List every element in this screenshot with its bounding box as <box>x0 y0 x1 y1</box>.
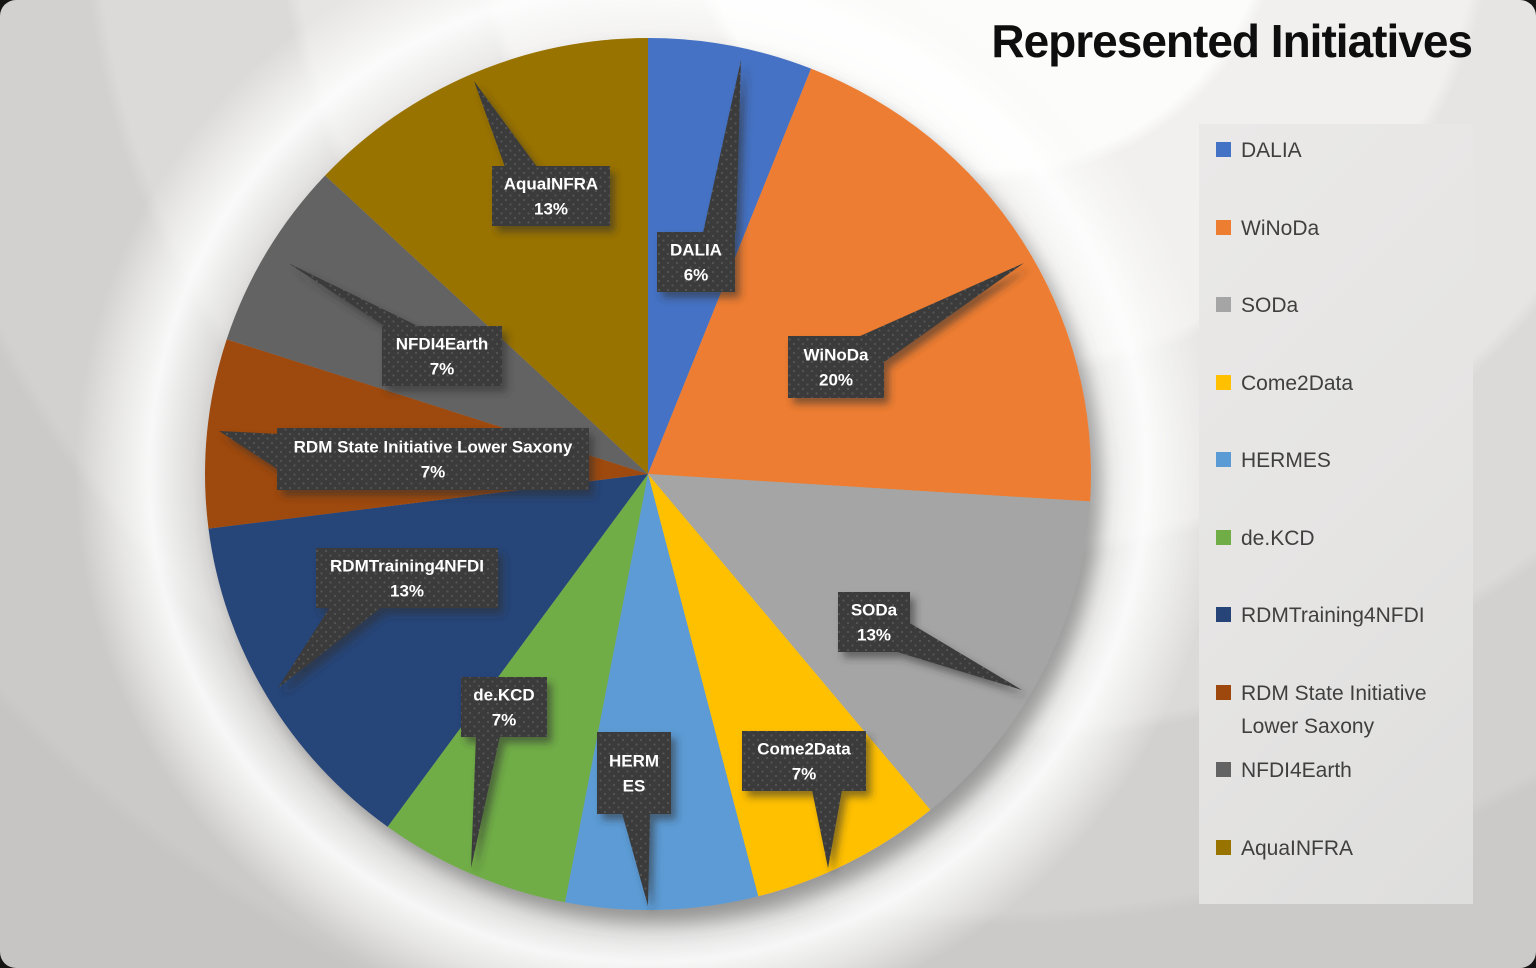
label-text-aquainfra-line1: AquaINFRA <box>504 175 598 194</box>
label-text-rdm-state-initiative-lower-saxony-line2: 7% <box>421 463 446 482</box>
label-tail-rdmtraining4nfdi <box>278 607 382 688</box>
legend-item-aquainfra[interactable]: AquaINFRA <box>1216 832 1456 865</box>
legend-item-come2data[interactable]: Come2Data <box>1216 367 1456 400</box>
legend-swatch-icon <box>1216 297 1231 312</box>
pie-slice-winoda[interactable] <box>648 68 1091 502</box>
label-tail-dalia <box>703 60 741 233</box>
legend-item-rdmtraining4nfdi[interactable]: RDMTraining4NFDI <box>1216 599 1456 632</box>
data-label-nfdi4earth[interactable]: NFDI4Earth 7% <box>288 263 502 386</box>
data-label-rdmtraining4nfdi[interactable]: RDMTraining4NFDI 13% <box>278 548 498 688</box>
data-label-rdm-state-initiative-lower-saxony[interactable]: RDM State Initiative Lower Saxony 7% <box>219 428 589 490</box>
label-text-hermes-line1: HERM <box>609 752 659 771</box>
data-label-dalia[interactable]: DALIA 6% <box>657 60 741 292</box>
label-box-nfdi4earth <box>382 326 502 386</box>
label-text-nfdi4earth-line2: 7% <box>430 360 455 379</box>
legend-item-de-kcd[interactable]: de.KCD <box>1216 522 1456 555</box>
pie-slice-nfdi4earth[interactable] <box>226 175 648 475</box>
legend-swatch-icon <box>1216 452 1231 467</box>
label-text-winoda-line2: 20% <box>819 371 853 390</box>
label-tail-winoda <box>858 263 1024 362</box>
legend-label: RDM State Initiative Lower Saxony <box>1241 681 1427 738</box>
legend-swatch-icon <box>1216 607 1231 622</box>
legend-item-dalia[interactable]: DALIA <box>1216 134 1456 167</box>
label-tail-de-kcd <box>471 736 500 868</box>
legend-label: SODa <box>1241 294 1299 317</box>
legend-label: NFDI4Earth <box>1241 759 1352 782</box>
legend-label: Come2Data <box>1241 371 1354 395</box>
label-box-aquainfra <box>492 166 610 226</box>
legend-swatch-icon <box>1216 219 1231 235</box>
legend-label: AquaINFRA <box>1241 836 1354 860</box>
label-box-winoda <box>788 336 884 398</box>
data-label-de-kcd[interactable]: de.KCD 7% <box>461 677 547 868</box>
label-tail-nfdi4earth <box>288 263 420 327</box>
legend-item-winoda[interactable]: WiNoDa <box>1216 212 1456 245</box>
legend-item-nfdi4earth[interactable]: NFDI4Earth <box>1216 754 1456 787</box>
label-tail-come2data <box>812 790 842 868</box>
label-tail-aquainfra <box>474 81 537 167</box>
label-text-dalia-line2: 6% <box>684 266 709 285</box>
label-text-rdm-state-initiative-lower-saxony-line1: RDM State Initiative Lower Saxony <box>294 438 573 457</box>
legend-swatch-icon <box>1216 529 1231 545</box>
label-text-de-kcd-line1: de.KCD <box>473 686 534 705</box>
legend-item-hermes[interactable]: HERMES <box>1216 444 1456 477</box>
label-text-soda-line2: 13% <box>857 626 891 645</box>
label-text-dalia-line1: DALIA <box>670 241 722 260</box>
legend-item-soda[interactable]: SODa <box>1216 289 1456 322</box>
legend-label: WiNoDa <box>1241 216 1320 240</box>
label-text-come2data-line1: Come2Data <box>757 740 851 759</box>
data-label-winoda[interactable]: WiNoDa 20% <box>788 263 1024 398</box>
legend-item-rdm-state-initiative-lower-saxony[interactable]: RDM State Initiative Lower Saxony <box>1216 677 1456 743</box>
legend-swatch-icon <box>1216 839 1231 855</box>
data-labels: DALIA 6% WiNoDa 20% SODa 13% Come2Data 7% HERM ES… <box>219 60 1024 906</box>
label-text-hermes-line2: ES <box>623 777 646 796</box>
legend-swatch-icon <box>1216 762 1231 777</box>
legend-label: DALIA <box>1241 139 1302 162</box>
data-label-soda[interactable]: SODa 13% <box>838 592 1022 690</box>
label-text-nfdi4earth-line1: NFDI4Earth <box>396 335 489 354</box>
legend-swatch-icon <box>1216 684 1231 700</box>
label-tail-soda <box>894 622 1022 690</box>
legend-label: de.KCD <box>1241 526 1315 550</box>
data-label-aquainfra[interactable]: AquaINFRA 13% <box>474 81 610 226</box>
label-text-de-kcd-line2: 7% <box>492 711 517 730</box>
label-box-rdm-state-initiative-lower-saxony <box>277 428 589 490</box>
label-tail-hermes <box>622 813 650 906</box>
label-box-soda <box>838 592 910 652</box>
chart-title: Represented Initiatives <box>991 15 1473 67</box>
legend-swatch-icon <box>1216 142 1231 157</box>
label-box-dalia <box>657 232 735 292</box>
label-text-come2data-line2: 7% <box>792 765 817 784</box>
label-text-winoda-line1: WiNoDa <box>803 346 869 365</box>
legend-label: HERMES <box>1241 449 1331 472</box>
label-text-rdmtraining4nfdi-line2: 13% <box>390 582 424 601</box>
legend-swatch-icon <box>1216 374 1231 390</box>
label-box-de-kcd <box>461 677 547 737</box>
label-tail-rdm-state-initiative-lower-saxony <box>219 431 279 470</box>
legend-panel: DALIA WiNoDa SODa Come2Data HERMES de.KCD RDMT… <box>1199 124 1473 904</box>
data-label-hermes[interactable]: HERM ES <box>597 732 671 906</box>
label-text-aquainfra-line2: 13% <box>534 200 568 219</box>
label-box-hermes <box>597 732 671 814</box>
label-text-soda-line1: SODa <box>851 601 898 620</box>
pie-slice-aquainfra[interactable] <box>325 38 648 474</box>
data-label-come2data[interactable]: Come2Data 7% <box>742 731 866 868</box>
label-box-come2data <box>742 731 866 791</box>
label-box-rdmtraining4nfdi <box>316 548 498 608</box>
legend-label: RDMTraining4NFDI <box>1241 604 1425 627</box>
label-text-rdmtraining4nfdi-line1: RDMTraining4NFDI <box>330 557 484 576</box>
